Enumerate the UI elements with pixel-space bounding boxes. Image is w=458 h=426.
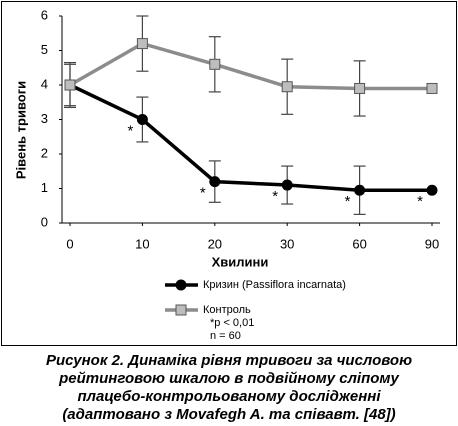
significance-marker: * — [345, 193, 351, 210]
legend-marker — [175, 279, 187, 291]
y-tick-label: 3 — [41, 111, 48, 126]
legend-note: n = 60 — [210, 330, 241, 342]
y-tick-label: 5 — [41, 42, 48, 57]
legend-label: Контроль — [203, 304, 251, 316]
chart-frame — [1, 1, 457, 346]
x-tick-label: 90 — [425, 236, 439, 251]
significance-marker: * — [417, 193, 423, 210]
point — [281, 179, 293, 191]
series-line — [69, 41, 432, 91]
point — [136, 38, 148, 50]
caption-line: рейтинговою шкалою в подвійному сліпому — [58, 370, 399, 387]
y-tick-label: 6 — [41, 7, 48, 22]
point — [281, 81, 293, 93]
significance-marker: * — [127, 122, 133, 139]
point — [136, 114, 148, 125]
point — [354, 184, 366, 196]
caption-line: (адаптовано з Movafegh A. та співавт. [4… — [62, 406, 395, 423]
y-tick-label: 1 — [41, 180, 48, 195]
legend-label: Кризин (Passiflora incarnata) — [203, 279, 346, 291]
point — [209, 176, 221, 188]
significance-marker: * — [200, 185, 206, 202]
legend-marker — [175, 304, 187, 316]
point — [64, 79, 76, 91]
point — [426, 82, 438, 94]
caption-line: плацебо-контрольованому дослідженні — [77, 388, 381, 405]
legend-note: *p < 0,01 — [210, 317, 254, 329]
caption-line: Рисунок 2. Динаміка рівня тривоги за чис… — [46, 352, 412, 369]
point — [426, 184, 438, 196]
x-tick-label: 10 — [135, 236, 149, 251]
series-line — [69, 83, 432, 192]
x-tick-label: 60 — [352, 236, 366, 251]
y-tick-label: 2 — [41, 145, 48, 160]
x-tick-label: 0 — [66, 236, 73, 251]
x-tick-label: 30 — [280, 236, 294, 251]
y-axis-label: Рівень тривоги — [13, 81, 28, 179]
x-axis-label: Хвилини — [212, 254, 269, 269]
significance-marker: * — [272, 188, 278, 205]
point — [354, 82, 366, 94]
y-tick-label: 4 — [41, 76, 48, 91]
point — [209, 58, 221, 70]
y-tick-label: 0 — [41, 214, 48, 229]
x-tick-label: 20 — [208, 236, 222, 251]
